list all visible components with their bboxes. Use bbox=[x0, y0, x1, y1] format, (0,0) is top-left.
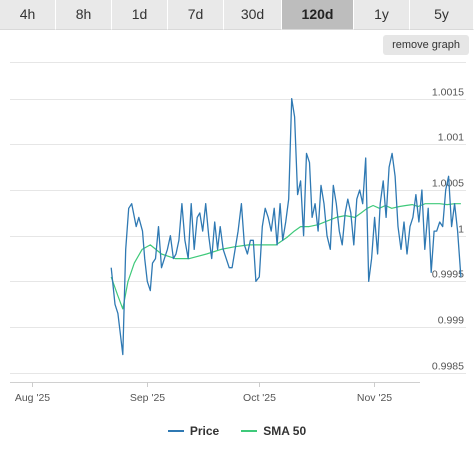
y-tick-label: 1.0005 bbox=[432, 178, 464, 190]
tab-5y[interactable]: 5y bbox=[410, 0, 474, 30]
tab-1d[interactable]: 1d bbox=[112, 0, 168, 30]
timeframe-tabs: 4h 8h 1d 7d 30d 120d 1y 5y bbox=[0, 0, 474, 30]
y-tick-label: 0.9995 bbox=[432, 269, 464, 281]
tab-120d[interactable]: 120d bbox=[282, 0, 354, 30]
y-tick-label: 0.9985 bbox=[432, 361, 464, 373]
legend-swatch-sma bbox=[241, 430, 258, 432]
x-tick-label: Aug '25 bbox=[15, 392, 50, 404]
x-tick-label: Sep '25 bbox=[130, 392, 165, 404]
y-tick-label: 1.001 bbox=[438, 132, 464, 144]
y-tick-label: 0.999 bbox=[438, 315, 464, 327]
legend-item-price[interactable]: Price bbox=[167, 420, 220, 442]
y-tick-label: 1 bbox=[458, 224, 464, 236]
y-tick-label: 1.0015 bbox=[432, 87, 464, 99]
tab-30d[interactable]: 30d bbox=[224, 0, 282, 30]
legend-label-price: Price bbox=[189, 424, 220, 438]
tab-8h[interactable]: 8h bbox=[56, 0, 112, 30]
tab-1y[interactable]: 1y bbox=[354, 0, 410, 30]
legend-swatch-price bbox=[167, 430, 184, 432]
x-tick-label: Oct '25 bbox=[243, 392, 276, 404]
legend-item-sma[interactable]: SMA 50 bbox=[241, 420, 306, 442]
tab-7d[interactable]: 7d bbox=[168, 0, 224, 30]
x-tick-label: Nov '25 bbox=[357, 392, 392, 404]
legend-label-sma: SMA 50 bbox=[263, 424, 307, 438]
price-line bbox=[110, 97, 462, 356]
chart-legend: Price SMA 50 bbox=[0, 420, 474, 442]
remove-graph-button[interactable]: remove graph bbox=[383, 35, 469, 55]
tab-4h[interactable]: 4h bbox=[0, 0, 56, 30]
